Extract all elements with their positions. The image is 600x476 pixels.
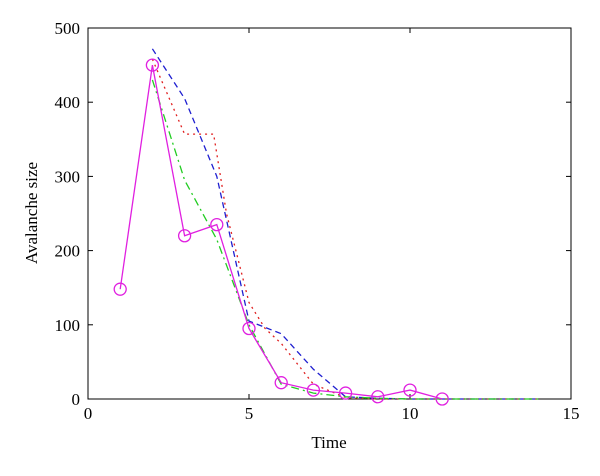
y-axis-label: Avalanche size [22,162,41,264]
series-solid-line [119,64,443,400]
series-solid-point [145,58,160,72]
axis-ticks: 0 5 10 15 0 100 200 300 400 500 [55,19,580,423]
series-solid-point [210,217,224,232]
y-tick-label: 200 [55,242,81,261]
series-solid-point [435,392,449,406]
y-tick-label: 300 [55,167,81,186]
x-tick-label: 5 [245,404,254,423]
series-solid-point [338,386,353,400]
y-tick-label: 100 [55,316,81,335]
series-solid-point [113,282,127,296]
x-tick-label: 15 [563,404,580,423]
series-solid-point [177,229,192,243]
x-tick-label: 10 [402,404,419,423]
series-solid-point [371,390,385,404]
y-tick-label: 500 [55,19,81,38]
x-axis-label: Time [311,433,346,452]
series-layer [113,48,539,406]
plot-area [87,27,572,400]
x-tick-label: 0 [84,404,93,423]
series-solid-point [306,383,321,397]
y-tick-label: 0 [72,390,81,409]
y-tick-label: 400 [55,93,81,112]
series-solid-point [274,376,288,390]
series-solid-point [242,321,256,336]
series-dashdot-line [151,79,539,400]
series-solid-point [403,383,417,397]
series-dotted-line [151,58,539,400]
